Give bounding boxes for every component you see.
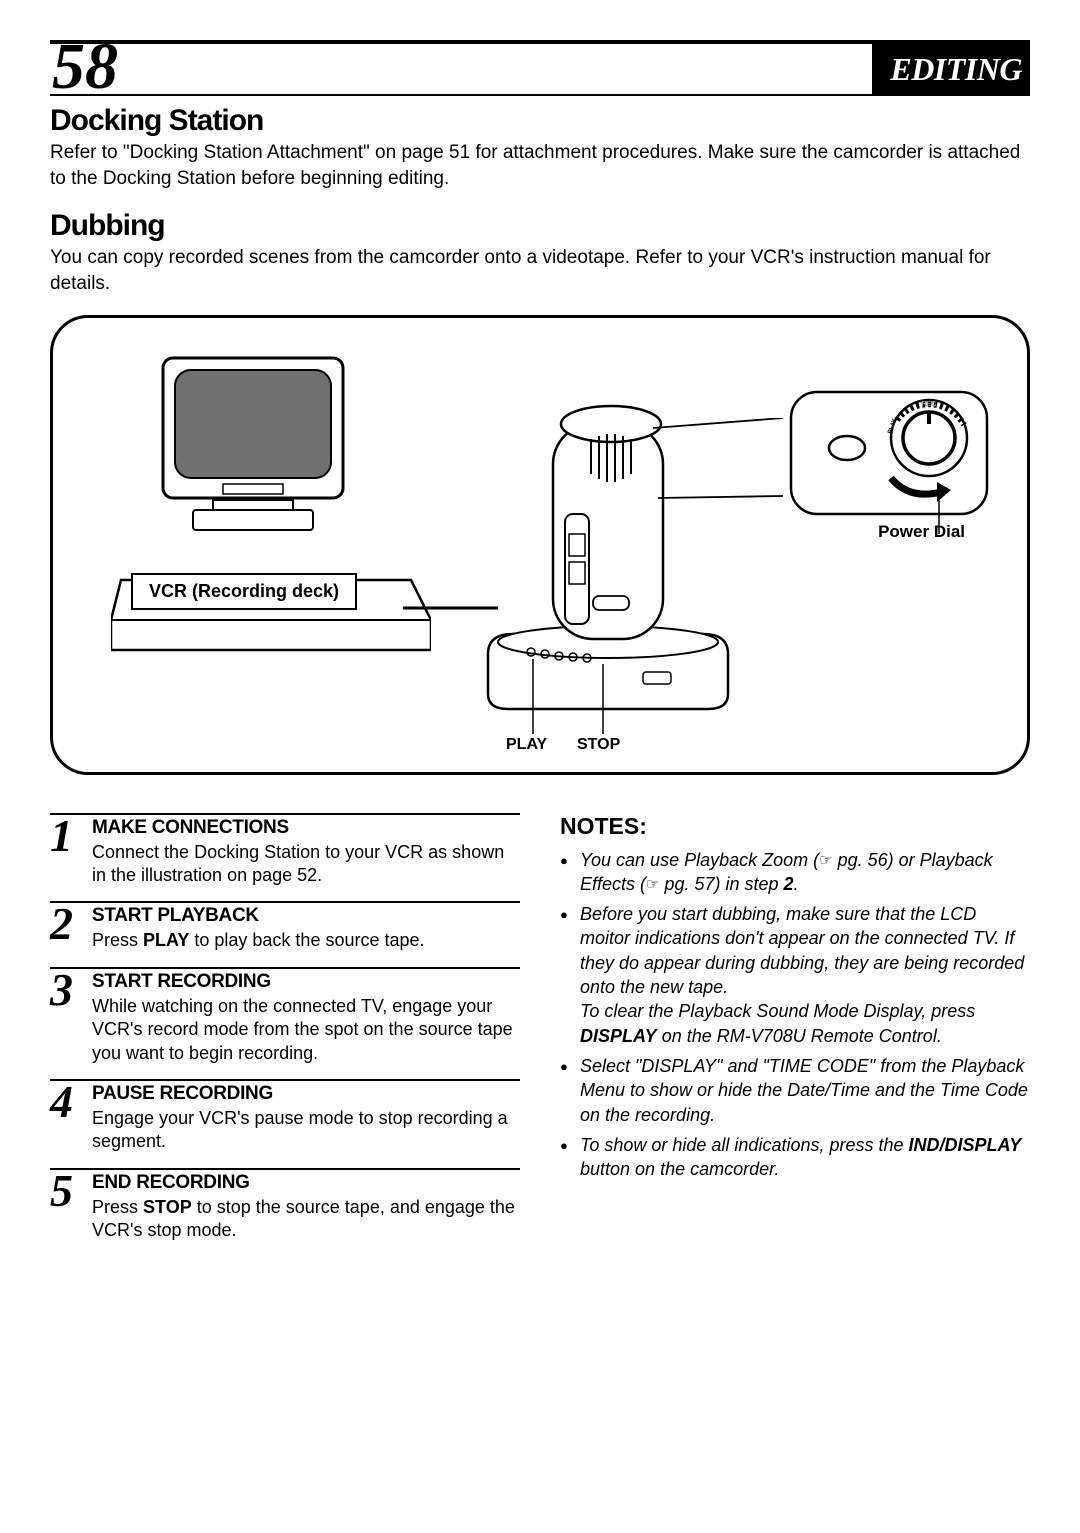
- play-label: PLAY: [506, 736, 547, 754]
- step-num: 5: [50, 1170, 92, 1247]
- step-text: Connect the Docking Station to your VCR …: [92, 841, 520, 888]
- steps-column: 1 MAKE CONNECTIONS Connect the Docking S…: [50, 813, 520, 1257]
- docking-title: Docking Station: [50, 104, 1030, 138]
- step-5: 5 END RECORDING Press STOP to stop the s…: [50, 1168, 520, 1249]
- note-item: To show or hide all indications, press t…: [560, 1133, 1030, 1182]
- note-item: Before you start dubbing, make sure that…: [560, 902, 1030, 1048]
- svg-text:REC: REC: [922, 401, 937, 408]
- page-number: 58: [50, 34, 118, 100]
- step-title: START RECORDING: [92, 971, 520, 993]
- step-num: 2: [50, 903, 92, 956]
- power-dial-icon: REC PLAY: [789, 390, 989, 540]
- step-4: 4 PAUSE RECORDING Engage your VCR's paus…: [50, 1079, 520, 1160]
- step-num: 1: [50, 815, 92, 892]
- docking-text: Refer to "Docking Station Attachment" on…: [50, 140, 1030, 191]
- stop-label: STOP: [577, 736, 620, 754]
- step-3: 3 START RECORDING While watching on the …: [50, 967, 520, 1071]
- note-item: You can use Playback Zoom (☞ pg. 56) or …: [560, 848, 1030, 897]
- dubbing-text: You can copy recorded scenes from the ca…: [50, 245, 1030, 296]
- step-title: END RECORDING: [92, 1172, 520, 1194]
- editing-badge: EDITING: [872, 42, 1030, 94]
- notes-column: NOTES: You can use Playback Zoom (☞ pg. …: [560, 813, 1030, 1257]
- note-item: Select "DISPLAY" and "TIME CODE" from th…: [560, 1054, 1030, 1127]
- step-text: Press STOP to stop the source tape, and …: [92, 1196, 520, 1243]
- step-text: Engage your VCR's pause mode to stop rec…: [92, 1107, 520, 1154]
- dial-leader-lines: [653, 418, 803, 508]
- step-2: 2 START PLAYBACK Press PLAY to play back…: [50, 901, 520, 958]
- step-text: While watching on the connected TV, enga…: [92, 995, 520, 1065]
- step-num: 4: [50, 1081, 92, 1158]
- power-dial-label: Power Dial: [878, 522, 965, 542]
- tv-icon: [153, 350, 363, 540]
- header-bar: 58 EDITING: [50, 40, 1030, 96]
- step-title: PAUSE RECORDING: [92, 1083, 520, 1105]
- step-title: MAKE CONNECTIONS: [92, 817, 520, 839]
- step-title: START PLAYBACK: [92, 905, 520, 927]
- step-text: Press PLAY to play back the source tape.: [92, 929, 520, 952]
- connection-diagram: VCR (Recording deck): [50, 315, 1030, 775]
- step-num: 3: [50, 969, 92, 1069]
- vcr-icon: [111, 550, 431, 670]
- vcr-label: VCR (Recording deck): [131, 573, 357, 610]
- notes-title: NOTES:: [560, 813, 1030, 840]
- dubbing-title: Dubbing: [50, 209, 1030, 243]
- step-1: 1 MAKE CONNECTIONS Connect the Docking S…: [50, 813, 520, 894]
